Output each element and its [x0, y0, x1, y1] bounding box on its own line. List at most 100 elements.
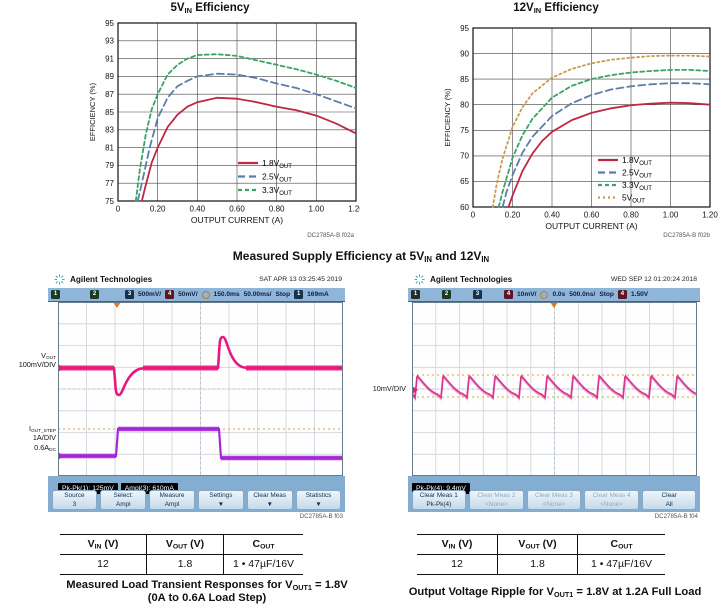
chart-12vin-efficiency: 12VIN Efficiency 60 65 70 75 80 85 90 95 0 0.20 0.…	[390, 2, 722, 248]
conditions-table-ripple: VIN (V) VOUT (V) COUT 12 1.8 1 • 47µF/16…	[417, 534, 665, 575]
softkey-label-line2: Ampl	[164, 500, 180, 508]
scope-bottom-panel: Pk-Pk(1): 125mV Ampl(3): 610mA Source 3 Sel…	[48, 476, 345, 512]
scope-bottom-panel: Pk-Pk(4): 9.4mV Clear Meas 1 Pk-Pk(4) Clea…	[408, 476, 700, 512]
svg-text:89: 89	[105, 72, 114, 81]
svg-text:1.00: 1.00	[309, 205, 325, 214]
svg-text:93: 93	[105, 37, 114, 46]
scope-softkey-button[interactable]: Clear Meas 1 Pk-Pk(4)	[411, 490, 467, 510]
scope-softkey-button[interactable]: Source 3	[51, 490, 98, 510]
scope-softkey-button[interactable]: Clear Meas 4 <None>	[584, 490, 639, 510]
scope-brand: Agilent Technologies	[70, 275, 153, 284]
svg-text:83: 83	[105, 126, 114, 135]
scope-waveform-display	[412, 302, 697, 476]
caption-line2: (0A to 0.6A Load Step)	[147, 592, 267, 604]
toolbar-spacer	[486, 294, 500, 295]
measurement-readout: Pk-Pk(1): 125mV	[58, 483, 118, 494]
svg-text:79: 79	[105, 161, 114, 170]
svg-text:85: 85	[105, 108, 114, 117]
svg-text:OUTPUT CURRENT (A): OUTPUT CURRENT (A)	[545, 221, 637, 231]
softkey-label-line2: All	[665, 500, 673, 508]
svg-text:91: 91	[105, 54, 114, 63]
scope-softkey-button[interactable]: Clear Meas 3 <None>	[526, 490, 582, 510]
toolbar-readout: Stop	[599, 291, 614, 298]
scope-softkey-button[interactable]: Settings ▼	[197, 490, 244, 510]
svg-text:EFFICIENCY (%): EFFICIENCY (%)	[443, 88, 452, 147]
scope-softkey-button[interactable]: Measure Ampl	[149, 490, 195, 510]
svg-text:3.3VOUT: 3.3VOUT	[622, 180, 652, 192]
header-cout: COUT	[223, 535, 303, 554]
softkey-label-line2: Ampl	[115, 500, 131, 508]
figure-id-f02b: DC2785A-B f02b	[663, 232, 710, 239]
channel-indicator: 2	[442, 290, 451, 299]
scope-softkey-button[interactable]: Clear Meas ▼	[246, 490, 293, 510]
scope-softkey-button[interactable]: Select: Ampl	[100, 490, 147, 510]
toolbar-spacer	[455, 294, 469, 295]
scope-measurement-bar: Pk-Pk(4): 9.4mV	[412, 477, 473, 494]
chart-5vin-efficiency: 5VIN Efficiency 75 77 79 81 83 85 87 89 91 93 95 0 0…	[60, 2, 360, 248]
caption-load-transient: Measured Load Transient Responses for VO…	[40, 579, 374, 605]
svg-text:87: 87	[105, 90, 114, 99]
figure-id-f02a: DC2785A-B f02a	[307, 232, 354, 239]
oscilloscope-screenshot-transient: Agilent Technologies SAT APR 13 03:25:45…	[48, 272, 345, 522]
channel-indicator: 4	[165, 290, 175, 299]
svg-text:80: 80	[460, 101, 469, 110]
svg-text:65: 65	[460, 177, 469, 186]
softkey-label-line1: Clear Meas 4	[592, 492, 631, 499]
scope-header: Agilent Technologies SAT APR 13 03:25:45…	[48, 272, 345, 288]
oscilloscope-screenshot-ripple: Agilent Technologies WED SEP 12 01:20:24…	[408, 272, 700, 522]
table-row: 12 1.8 1 • 47µF/16V	[417, 555, 665, 575]
softkey-label-line1: Clear	[661, 492, 677, 499]
svg-text:3.3VOUT: 3.3VOUT	[262, 185, 292, 197]
table-row: 12 1.8 1 • 47µF/16V	[60, 555, 303, 575]
svg-text:2.5VOUT: 2.5VOUT	[622, 168, 652, 180]
toolbar-readout: 50mV/	[178, 291, 198, 298]
scope-toolbar: 1 2 3 4 10mV/0.0s 500.0ns/Stop 4 1.50V	[408, 288, 700, 302]
svg-text:0.20: 0.20	[150, 205, 166, 214]
svg-text:1.20: 1.20	[702, 211, 718, 220]
scope-softkey-button[interactable]: Clear All	[641, 490, 697, 510]
softkey-label-line2: <None>	[485, 500, 508, 508]
svg-text:0.60: 0.60	[584, 211, 600, 220]
svg-text:75: 75	[460, 126, 469, 135]
channel-indicator: 1	[51, 290, 60, 299]
table-header-row: VIN (V) VOUT (V) COUT	[417, 534, 665, 555]
softkey-label-line1: Clear Meas 2	[477, 492, 516, 499]
value-cout: 1 • 47µF/16V	[577, 555, 665, 574]
measurement-readout: Ampl(3): 610mA	[120, 483, 178, 494]
toolbar-spacer	[64, 294, 86, 295]
scope-softkey-button[interactable]: Statistics ▼	[295, 490, 342, 510]
softkey-label-line1: Clear Meas 1	[419, 492, 458, 499]
scope-softkey-menu: Clear Meas 1 Pk-Pk(4) Clear Meas 2 <None> Cl…	[410, 490, 698, 510]
scope-brand: Agilent Technologies	[430, 275, 513, 284]
svg-text:81: 81	[105, 143, 114, 152]
softkey-label-line1: Measure	[159, 492, 185, 499]
channel-indicator: 4	[617, 290, 627, 299]
chart-title-5vin: 5VIN Efficiency	[170, 2, 250, 15]
softkey-label-line1: Select:	[113, 492, 134, 499]
toolbar-readout: 50.00ms/	[243, 291, 272, 298]
toolbar-spacer	[103, 294, 121, 295]
svg-text:EFFICIENCY (%): EFFICIENCY (%)	[88, 82, 97, 141]
softkey-label-line2: <None>	[542, 500, 566, 508]
caption-output-ripple: Output Voltage Ripple for VOUT1 = 1.8V a…	[408, 586, 702, 599]
svg-text:85: 85	[460, 75, 469, 84]
toolbar-spacer	[424, 294, 438, 295]
svg-text:90: 90	[460, 49, 469, 58]
measurement-readout: Pk-Pk(4): 9.4mV	[412, 483, 470, 494]
svg-text:OUTPUT CURRENT (A): OUTPUT CURRENT (A)	[191, 215, 283, 225]
scope-header: Agilent Technologies WED SEP 12 01:20:24…	[408, 272, 700, 288]
value-vin: 12	[451, 558, 463, 570]
softkey-label-line1: Settings	[209, 492, 233, 499]
svg-text:0.20: 0.20	[505, 211, 521, 220]
svg-text:0.40: 0.40	[190, 205, 206, 214]
table-header-row: VIN (V) VOUT (V) COUT	[60, 534, 303, 555]
caption-supply-efficiency: Measured Supply Efficiency at 5VIN and 1…	[232, 249, 490, 264]
toolbar-readout: 150.0ms	[213, 291, 240, 298]
efficiency-plot-5vin: 75 77 79 81 83 85 87 89 91 93 95 0 0.20 0.40 0.60 0.80 1…	[88, 19, 360, 225]
svg-text:0.60: 0.60	[229, 205, 245, 214]
header-vin: VIN (V)	[441, 538, 473, 551]
iout-label-line3: 0.6ADC	[34, 442, 56, 454]
scope-softkey-button[interactable]: Clear Meas 2 <None>	[469, 490, 524, 510]
svg-text:1.20: 1.20	[348, 205, 360, 214]
